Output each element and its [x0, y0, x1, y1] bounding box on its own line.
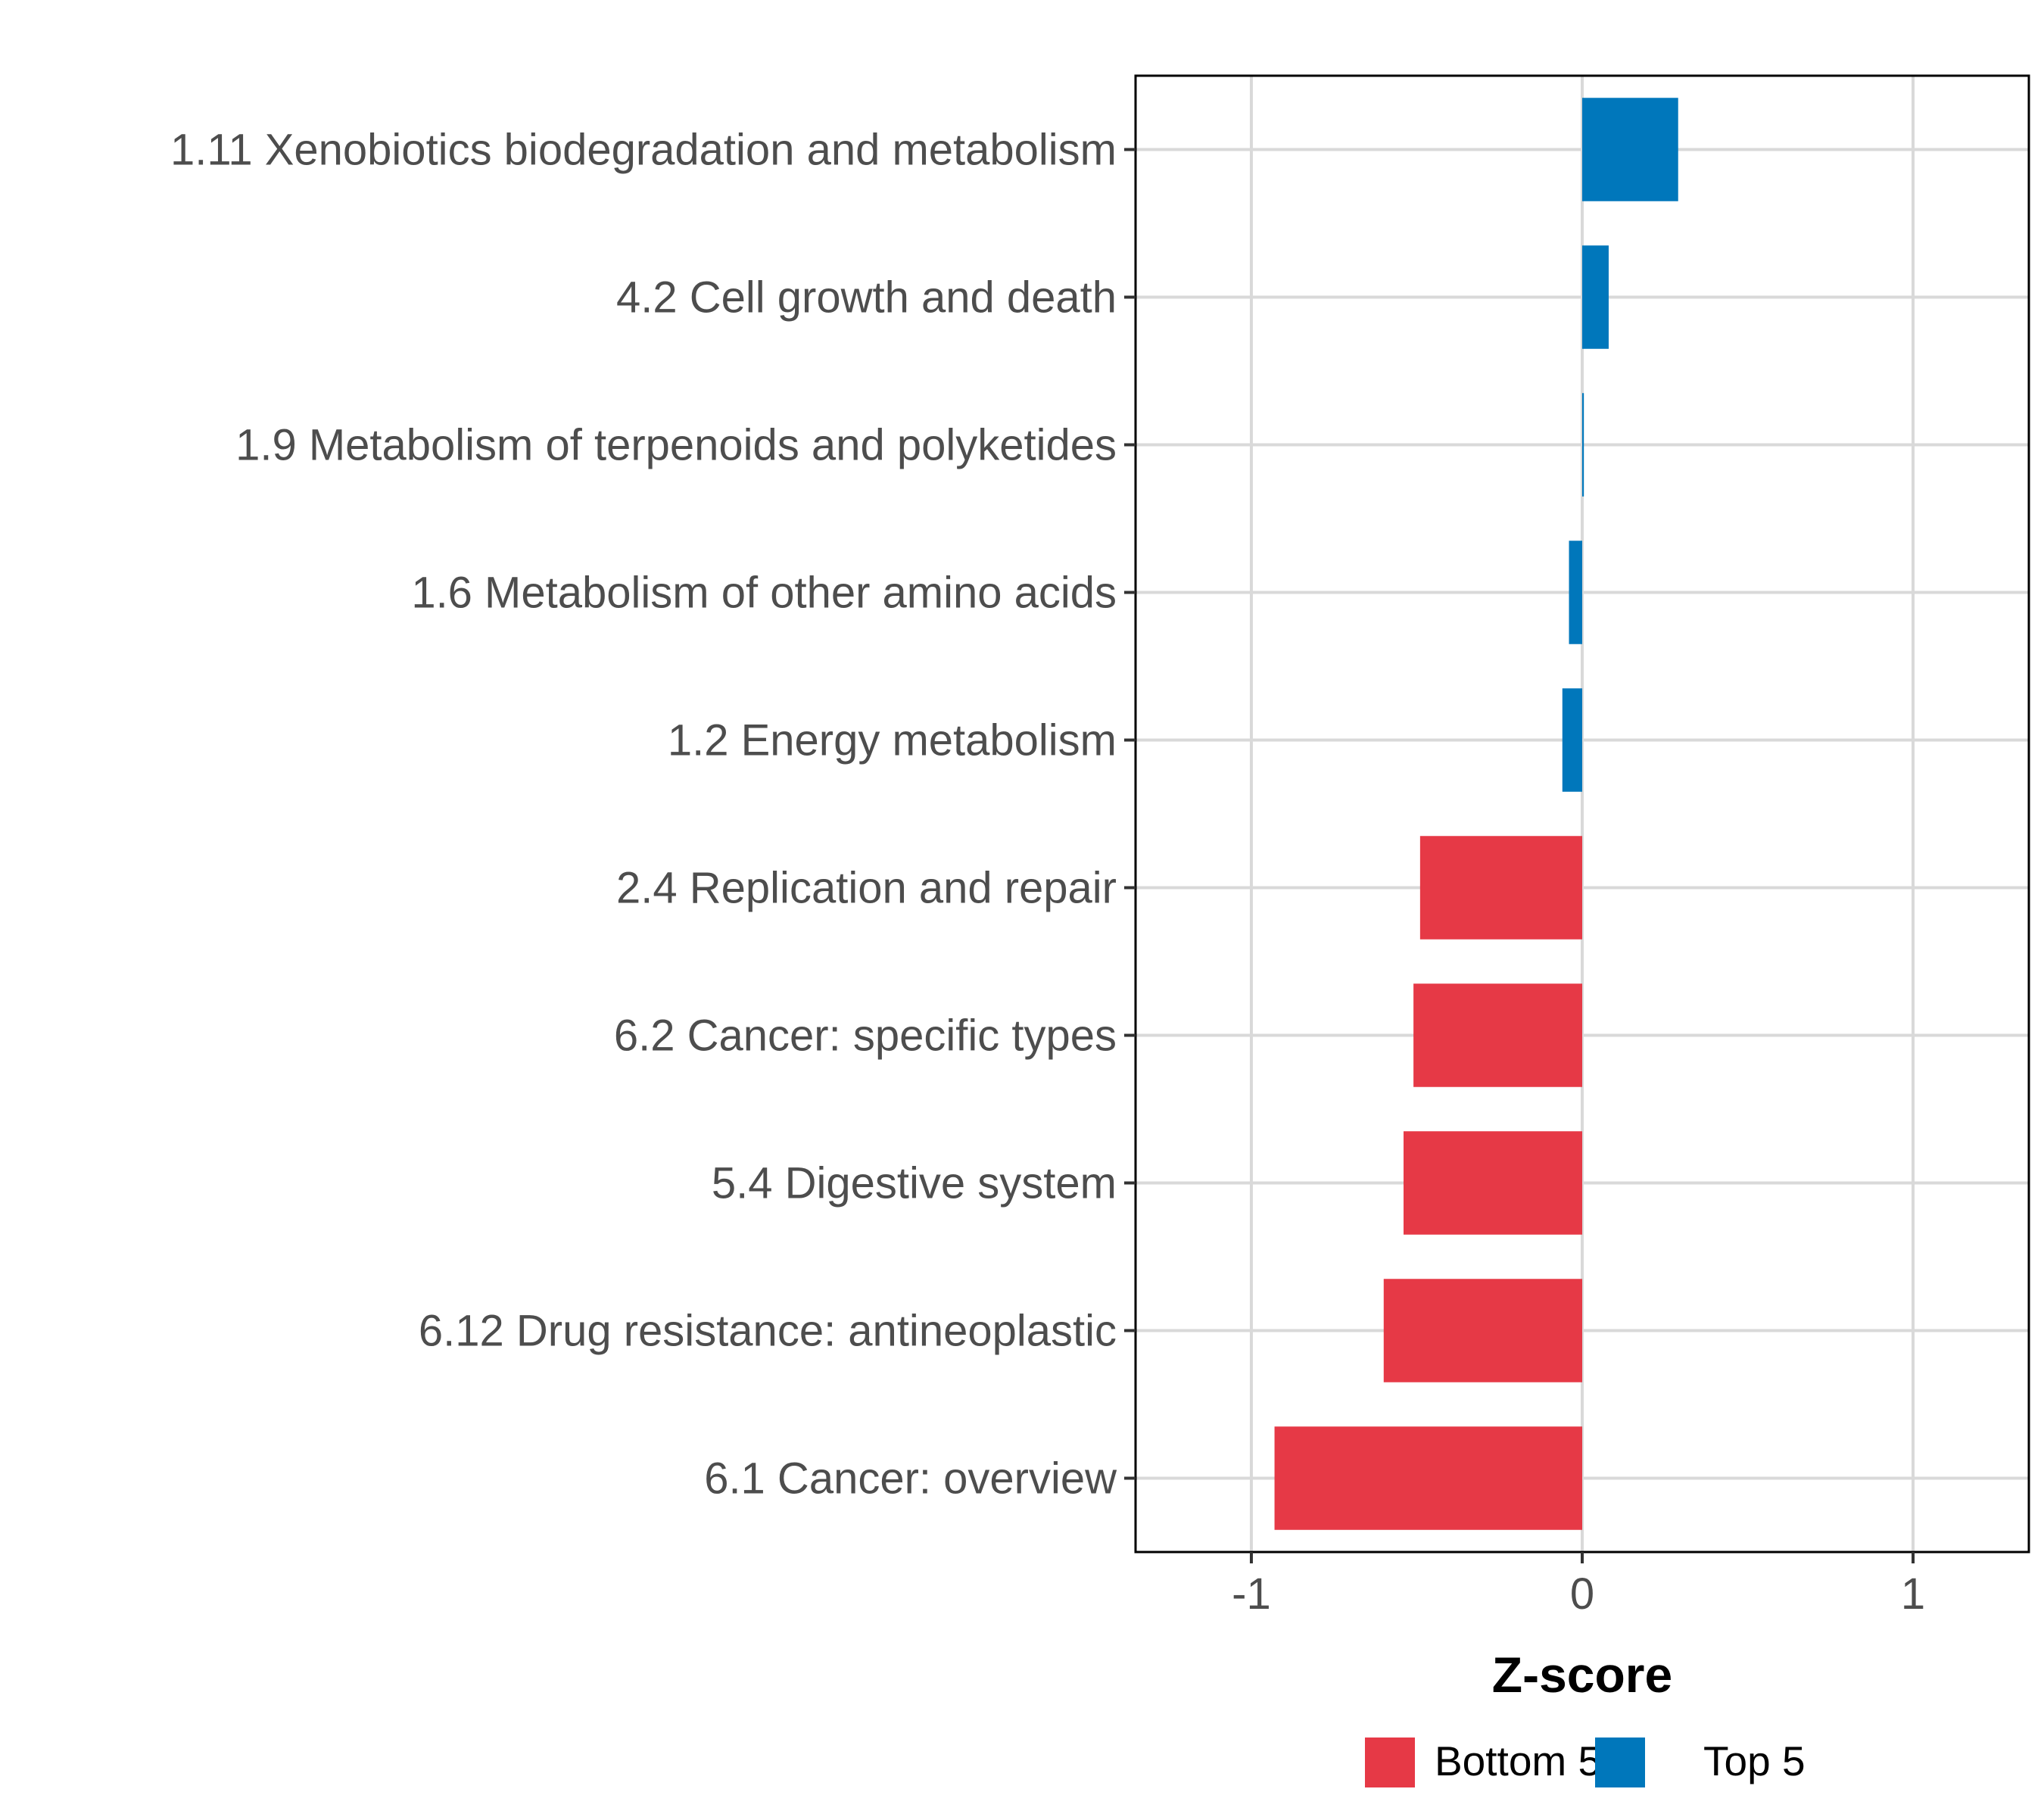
bar-9 [1383, 1279, 1582, 1382]
y-tick-label-1: 1.11 Xenobiotics biodegradation and meta… [170, 126, 1117, 175]
y-tick-label-7: 6.2 Cancer: specific types [614, 1011, 1117, 1061]
y-tick-label-10: 6.1 Cancer: overview [704, 1454, 1117, 1504]
x-tick-label-2: 1 [1901, 1569, 1925, 1619]
bar-5 [1562, 688, 1582, 792]
y-tick-label-3: 1.9 Metabolism of terpenoids and polyket… [235, 421, 1117, 470]
y-tick-label-9: 6.12 Drug resistance: antineoplastic [419, 1307, 1117, 1356]
bar-3 [1582, 393, 1584, 497]
y-tick-label-6: 2.4 Replication and repair [616, 864, 1117, 913]
x-tick-label-0: -1 [1232, 1569, 1271, 1619]
bars [1274, 98, 1678, 1530]
legend-label-2: Top 5 [1703, 1738, 1806, 1784]
bar-10 [1274, 1426, 1582, 1530]
legend: Bottom 5 Top 5 [1365, 1738, 1806, 1787]
legend-swatch-2 [1595, 1738, 1645, 1787]
y-axis-ticks: 1.11 Xenobiotics biodegradation and meta… [170, 126, 1136, 1504]
x-tick-label-1: 0 [1570, 1569, 1594, 1619]
x-axis-ticks: -1 0 1 [1232, 1552, 1925, 1619]
bar-2 [1582, 245, 1609, 349]
x-axis-title: Z-score [1492, 1647, 1672, 1703]
bar-1 [1582, 98, 1678, 201]
bar-6 [1419, 836, 1582, 940]
y-tick-label-8: 5.4 Digestive system [712, 1159, 1117, 1208]
y-tick-label-2: 4.2 Cell growth and death [616, 273, 1117, 323]
legend-swatch-1 [1365, 1738, 1415, 1787]
bar-8 [1404, 1131, 1582, 1235]
bar-4 [1569, 541, 1582, 644]
y-tick-label-4: 1.6 Metabolism of other amino acids [411, 569, 1117, 618]
y-tick-label-5: 1.2 Energy metabolism [668, 716, 1117, 765]
bar-7 [1413, 983, 1582, 1087]
legend-label-1: Bottom 5 [1435, 1738, 1601, 1784]
